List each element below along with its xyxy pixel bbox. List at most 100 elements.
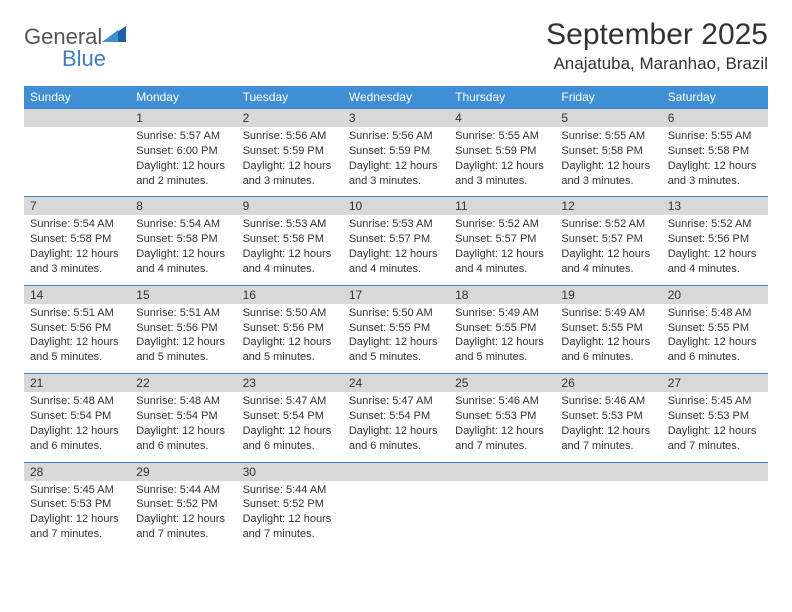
info-cell: Sunrise: 5:51 AMSunset: 5:56 PMDaylight:…	[24, 304, 130, 374]
daylight-text: Daylight: 12 hours and 6 minutes.	[136, 424, 230, 454]
daylight-text: Daylight: 12 hours and 7 minutes.	[455, 424, 549, 454]
logo-triangle-icon	[102, 24, 126, 48]
sunset-text: Sunset: 5:54 PM	[30, 409, 124, 424]
info-cell: Sunrise: 5:47 AMSunset: 5:54 PMDaylight:…	[237, 392, 343, 462]
sunset-text: Sunset: 5:56 PM	[30, 321, 124, 336]
daylight-text: Daylight: 12 hours and 5 minutes.	[136, 335, 230, 365]
daylight-text: Daylight: 12 hours and 3 minutes.	[561, 159, 655, 189]
sunrise-text: Sunrise: 5:45 AM	[668, 394, 762, 409]
sunset-text: Sunset: 5:55 PM	[455, 321, 549, 336]
date-row: 21222324252627	[24, 374, 768, 393]
date-cell: 13	[662, 197, 768, 216]
info-cell: Sunrise: 5:52 AMSunset: 5:57 PMDaylight:…	[449, 215, 555, 285]
info-cell	[555, 481, 661, 550]
sunset-text: Sunset: 5:57 PM	[561, 232, 655, 247]
sunrise-text: Sunrise: 5:54 AM	[136, 217, 230, 232]
info-cell	[24, 127, 130, 197]
sunrise-text: Sunrise: 5:54 AM	[30, 217, 124, 232]
date-cell: 4	[449, 109, 555, 128]
info-cell	[343, 481, 449, 550]
sunset-text: Sunset: 5:58 PM	[243, 232, 337, 247]
daylight-text: Daylight: 12 hours and 3 minutes.	[349, 159, 443, 189]
info-cell: Sunrise: 5:49 AMSunset: 5:55 PMDaylight:…	[555, 304, 661, 374]
sunrise-text: Sunrise: 5:47 AM	[349, 394, 443, 409]
sunset-text: Sunset: 5:56 PM	[243, 321, 337, 336]
date-cell: 15	[130, 285, 236, 304]
daylight-text: Daylight: 12 hours and 4 minutes.	[243, 247, 337, 277]
sunset-text: Sunset: 5:55 PM	[349, 321, 443, 336]
date-cell: 11	[449, 197, 555, 216]
date-cell: 10	[343, 197, 449, 216]
info-row: Sunrise: 5:48 AMSunset: 5:54 PMDaylight:…	[24, 392, 768, 462]
day-header: Friday	[555, 86, 661, 109]
sunrise-text: Sunrise: 5:50 AM	[243, 306, 337, 321]
logo: GeneralBlue	[24, 18, 126, 70]
info-cell: Sunrise: 5:44 AMSunset: 5:52 PMDaylight:…	[130, 481, 236, 550]
sunset-text: Sunset: 5:52 PM	[243, 497, 337, 512]
daylight-text: Daylight: 12 hours and 6 minutes.	[243, 424, 337, 454]
daylight-text: Daylight: 12 hours and 6 minutes.	[30, 424, 124, 454]
sunset-text: Sunset: 5:55 PM	[561, 321, 655, 336]
sunset-text: Sunset: 5:58 PM	[668, 144, 762, 159]
sunset-text: Sunset: 5:54 PM	[349, 409, 443, 424]
info-row: Sunrise: 5:54 AMSunset: 5:58 PMDaylight:…	[24, 215, 768, 285]
info-cell: Sunrise: 5:53 AMSunset: 5:57 PMDaylight:…	[343, 215, 449, 285]
day-header: Sunday	[24, 86, 130, 109]
date-cell: 26	[555, 374, 661, 393]
daylight-text: Daylight: 12 hours and 4 minutes.	[136, 247, 230, 277]
info-cell: Sunrise: 5:50 AMSunset: 5:56 PMDaylight:…	[237, 304, 343, 374]
sunrise-text: Sunrise: 5:47 AM	[243, 394, 337, 409]
info-cell: Sunrise: 5:56 AMSunset: 5:59 PMDaylight:…	[237, 127, 343, 197]
sunset-text: Sunset: 5:53 PM	[455, 409, 549, 424]
sunrise-text: Sunrise: 5:52 AM	[668, 217, 762, 232]
daylight-text: Daylight: 12 hours and 7 minutes.	[30, 512, 124, 542]
info-cell: Sunrise: 5:45 AMSunset: 5:53 PMDaylight:…	[662, 392, 768, 462]
info-cell: Sunrise: 5:52 AMSunset: 5:56 PMDaylight:…	[662, 215, 768, 285]
sunrise-text: Sunrise: 5:55 AM	[455, 129, 549, 144]
info-cell: Sunrise: 5:49 AMSunset: 5:55 PMDaylight:…	[449, 304, 555, 374]
date-cell: 28	[24, 462, 130, 481]
location: Anajatuba, Maranhao, Brazil	[546, 54, 768, 74]
date-cell: 18	[449, 285, 555, 304]
sunset-text: Sunset: 5:58 PM	[30, 232, 124, 247]
daylight-text: Daylight: 12 hours and 5 minutes.	[243, 335, 337, 365]
date-cell	[343, 462, 449, 481]
date-row: 282930	[24, 462, 768, 481]
date-cell: 24	[343, 374, 449, 393]
sunrise-text: Sunrise: 5:57 AM	[136, 129, 230, 144]
calendar-table: Sunday Monday Tuesday Wednesday Thursday…	[24, 86, 768, 550]
sunrise-text: Sunrise: 5:56 AM	[349, 129, 443, 144]
day-header: Wednesday	[343, 86, 449, 109]
date-cell: 30	[237, 462, 343, 481]
info-cell: Sunrise: 5:52 AMSunset: 5:57 PMDaylight:…	[555, 215, 661, 285]
daylight-text: Daylight: 12 hours and 4 minutes.	[561, 247, 655, 277]
title-block: September 2025 Anajatuba, Maranhao, Braz…	[546, 18, 768, 74]
date-cell	[24, 109, 130, 128]
date-cell: 29	[130, 462, 236, 481]
info-cell: Sunrise: 5:44 AMSunset: 5:52 PMDaylight:…	[237, 481, 343, 550]
daylight-text: Daylight: 12 hours and 3 minutes.	[243, 159, 337, 189]
date-row: 123456	[24, 109, 768, 128]
sunrise-text: Sunrise: 5:46 AM	[561, 394, 655, 409]
info-cell: Sunrise: 5:47 AMSunset: 5:54 PMDaylight:…	[343, 392, 449, 462]
daylight-text: Daylight: 12 hours and 7 minutes.	[668, 424, 762, 454]
sunset-text: Sunset: 6:00 PM	[136, 144, 230, 159]
info-cell: Sunrise: 5:54 AMSunset: 5:58 PMDaylight:…	[24, 215, 130, 285]
sunrise-text: Sunrise: 5:48 AM	[136, 394, 230, 409]
date-cell: 17	[343, 285, 449, 304]
sunset-text: Sunset: 5:59 PM	[455, 144, 549, 159]
sunrise-text: Sunrise: 5:52 AM	[455, 217, 549, 232]
sunset-text: Sunset: 5:53 PM	[561, 409, 655, 424]
info-cell: Sunrise: 5:46 AMSunset: 5:53 PMDaylight:…	[555, 392, 661, 462]
daylight-text: Daylight: 12 hours and 5 minutes.	[455, 335, 549, 365]
date-cell: 20	[662, 285, 768, 304]
date-cell: 19	[555, 285, 661, 304]
date-cell: 9	[237, 197, 343, 216]
info-cell	[662, 481, 768, 550]
sunrise-text: Sunrise: 5:52 AM	[561, 217, 655, 232]
date-cell: 12	[555, 197, 661, 216]
info-cell: Sunrise: 5:56 AMSunset: 5:59 PMDaylight:…	[343, 127, 449, 197]
header: GeneralBlue September 2025 Anajatuba, Ma…	[24, 18, 768, 74]
sunset-text: Sunset: 5:59 PM	[243, 144, 337, 159]
sunrise-text: Sunrise: 5:44 AM	[243, 483, 337, 498]
